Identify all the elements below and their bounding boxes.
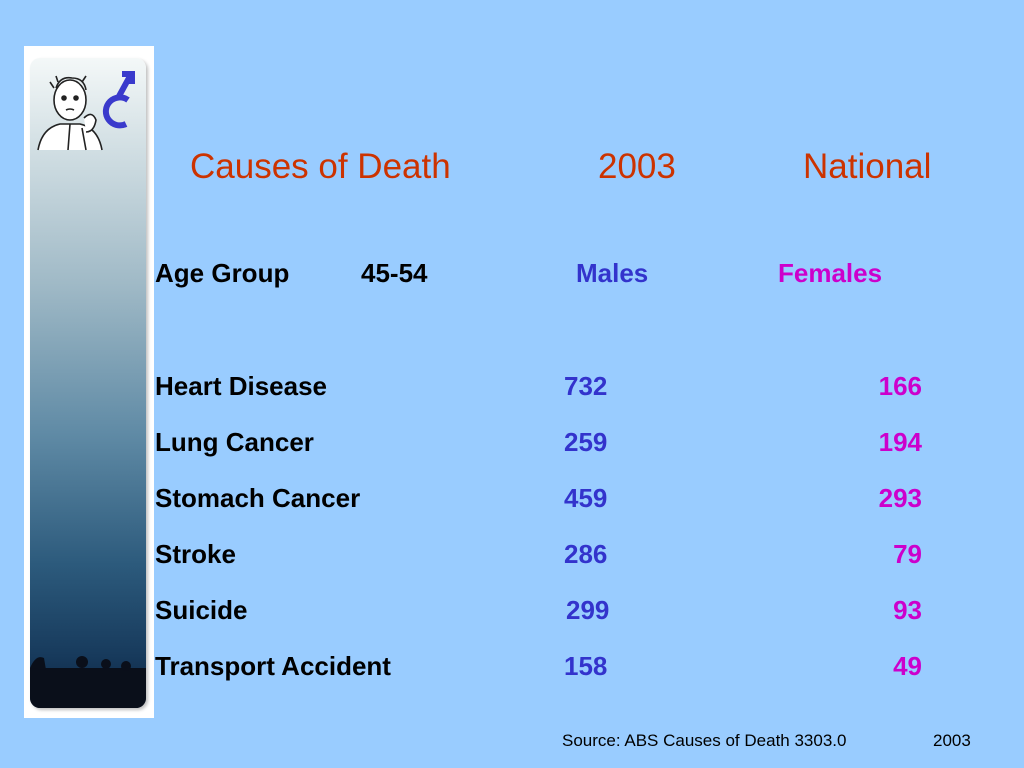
thinking-man-icon [37, 75, 103, 151]
females-header: Females [778, 258, 883, 288]
title-causes: Causes of Death [190, 147, 451, 186]
source-text: Source: ABS Causes of Death 3303.0 [562, 731, 847, 750]
row-cause: Transport Accident [155, 651, 391, 681]
row-males: 459 [564, 483, 608, 513]
row-males: 286 [564, 539, 608, 569]
male-symbol-icon [102, 71, 135, 129]
source-year: 2003 [933, 731, 971, 750]
row-males: 299 [566, 595, 610, 625]
row-females: 293 [878, 483, 922, 513]
row-cause: Suicide [155, 595, 248, 625]
males-header: Males [576, 258, 649, 288]
sidebar-gradient-bar [30, 58, 146, 708]
row-males: 259 [564, 427, 608, 457]
title-year: 2003 [598, 147, 676, 186]
sidebar-art [30, 71, 146, 708]
row-females: 166 [878, 371, 922, 401]
row-males: 158 [564, 651, 608, 681]
age-group-label: Age Group [155, 258, 290, 288]
row-females: 93 [893, 595, 922, 625]
row-females: 49 [893, 651, 922, 681]
row-males: 732 [564, 371, 608, 401]
row-cause: Lung Cancer [155, 427, 314, 457]
age-group-value: 45-54 [361, 258, 428, 288]
title-region: National [803, 147, 932, 186]
row-females: 79 [893, 539, 922, 569]
row-cause: Stomach Cancer [155, 483, 361, 513]
row-cause: Stroke [155, 539, 236, 569]
row-females: 194 [878, 427, 922, 457]
row-cause: Heart Disease [155, 371, 327, 401]
people-silhouette-icon [30, 656, 146, 708]
